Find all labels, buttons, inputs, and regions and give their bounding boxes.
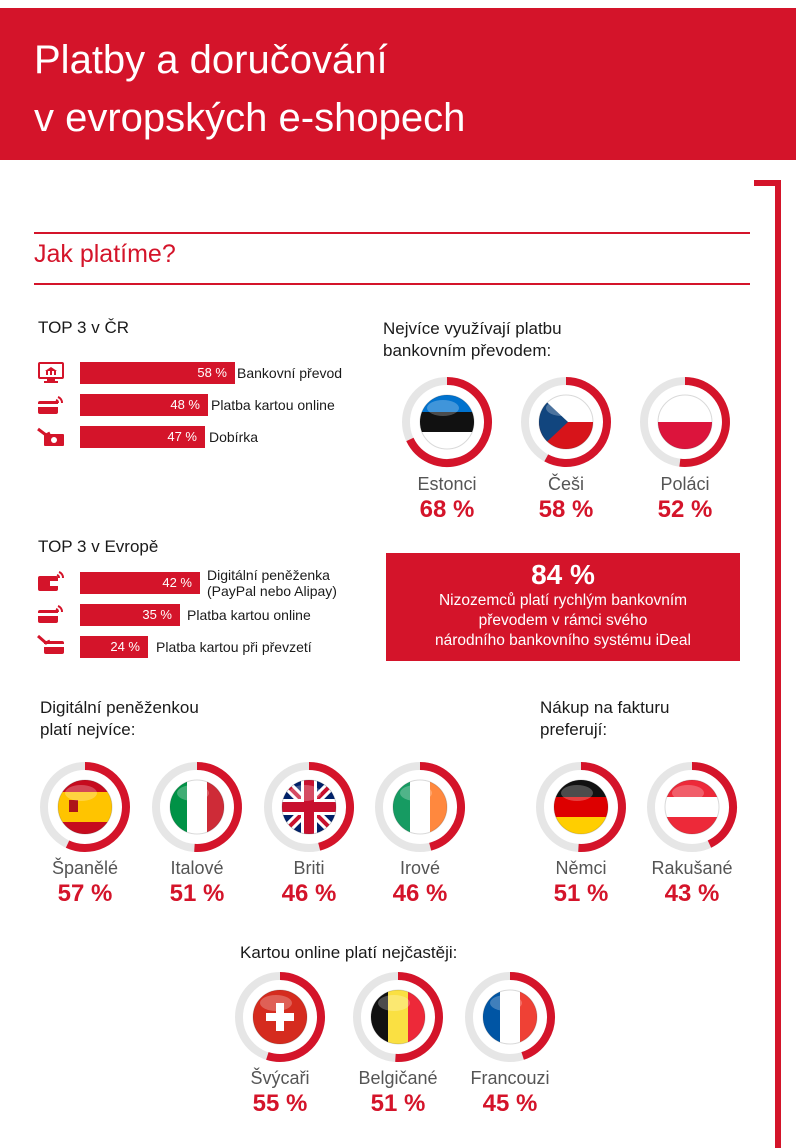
country-ring-switzerland xyxy=(234,971,326,1063)
netherlands-text-3: národního bankovního systému iDeal xyxy=(435,632,691,649)
bank-transfer-title-2: bankovním převodem: xyxy=(383,341,552,360)
country-ring-ireland xyxy=(374,761,466,853)
country-name: Němci xyxy=(555,858,607,878)
bar-eu-1: 35 % xyxy=(80,604,180,626)
flag-estonia-icon xyxy=(419,394,475,450)
wallet-title-2: platí nejvíce: xyxy=(40,720,136,739)
country-name: Švýcaři xyxy=(250,1068,310,1088)
country-value: 46 % xyxy=(281,880,337,907)
country-ring-belgium xyxy=(352,971,444,1063)
bar-label-cr-2: Dobírka xyxy=(209,429,259,445)
flag-germany-icon xyxy=(553,779,609,835)
bar-eu-0: 42 % xyxy=(80,572,200,594)
right-decor-line xyxy=(775,180,781,1148)
flag-spain-icon xyxy=(57,779,113,835)
bank-transfer-title-1: Nejvíce využívají platbu xyxy=(383,319,562,338)
card-hand-icon xyxy=(37,634,64,654)
card-online-title: Kartou online platí nejčastěji: xyxy=(240,943,458,962)
top3-cr-title: TOP 3 v ČR xyxy=(38,318,130,337)
header-banner: Platby a doručování v evropských e-shope… xyxy=(0,8,796,160)
country-value: 51 % xyxy=(169,880,225,907)
flag-poland-icon xyxy=(657,394,713,450)
country-name: Rakušané xyxy=(651,858,733,878)
country-name: Briti xyxy=(293,858,325,878)
netherlands-text-1: Nizozemců platí rychlým bankovním xyxy=(438,592,688,609)
flag-ireland-icon xyxy=(392,779,448,835)
country-value: 58 % xyxy=(538,496,594,523)
bar-label-eu-1: Platba kartou online xyxy=(187,607,311,623)
flag-czech-icon xyxy=(538,394,594,450)
flag-switzerland-icon xyxy=(252,989,308,1045)
cash-hand-icon xyxy=(37,427,64,446)
country-value: 51 % xyxy=(553,880,609,907)
country-value: 45 % xyxy=(482,1090,538,1117)
country-ring-france xyxy=(464,971,556,1063)
bar-eu-2: 24 % xyxy=(80,636,148,658)
country-name: Estonci xyxy=(417,474,477,494)
flag-uk-icon xyxy=(281,779,337,835)
section-rule-top xyxy=(34,232,750,234)
country-ring-italy xyxy=(151,761,243,853)
country-name: Španělé xyxy=(51,858,119,878)
card-wireless-icon xyxy=(38,605,63,623)
bar-label-cr-0: Bankovní převod xyxy=(237,365,343,381)
country-ring-uk xyxy=(263,761,355,853)
digital-wallet-icon xyxy=(38,571,64,591)
right-decor-tick xyxy=(754,180,780,186)
netherlands-highlight-box: 84 % Nizozemců platí rychlým bankovním p… xyxy=(386,553,740,661)
country-value: 55 % xyxy=(252,1090,308,1117)
page-title-line1: Platby a doručování xyxy=(34,38,388,82)
card-wireless-icon xyxy=(38,396,63,414)
invoice-title-1: Nákup na fakturu xyxy=(540,698,670,717)
country-name: Irové xyxy=(399,858,441,878)
country-ring-spain xyxy=(39,761,131,853)
flag-france-icon xyxy=(482,989,538,1045)
country-ring-germany xyxy=(535,761,627,853)
flag-italy-icon xyxy=(169,779,225,835)
bar-label-cr-1: Platba kartou online xyxy=(211,397,335,413)
country-value: 46 % xyxy=(392,880,448,907)
bar-label-eu-0b: (PayPal nebo Alipay) xyxy=(207,583,337,599)
section-rule-bottom xyxy=(34,283,750,285)
bar-label-eu-2: Platba kartou při převzetí xyxy=(156,639,312,655)
country-ring-poland xyxy=(639,376,731,468)
bar-cr-0: 58 % xyxy=(80,362,235,384)
bank-computer-icon xyxy=(38,362,64,383)
country-name: Francouzi xyxy=(470,1068,550,1088)
country-value: 51 % xyxy=(370,1090,426,1117)
country-value: 52 % xyxy=(657,496,713,523)
bar-cr-1: 48 % xyxy=(80,394,208,416)
wallet-title-1: Digitální peněženkou xyxy=(40,698,199,717)
bar-cr-2: 47 % xyxy=(80,426,205,448)
flag-belgium-icon xyxy=(370,989,426,1045)
country-name: Belgičané xyxy=(358,1068,438,1088)
netherlands-big-value: 84 % xyxy=(531,559,595,590)
country-ring-estonia xyxy=(401,376,493,468)
country-ring-czech xyxy=(520,376,612,468)
country-name: Češi xyxy=(547,474,584,494)
country-value: 68 % xyxy=(419,496,475,523)
section-title: Jak platíme? xyxy=(34,240,176,268)
country-name: Italové xyxy=(170,858,224,878)
bar-label-eu-0a: Digitální peněženka xyxy=(207,567,330,583)
netherlands-text-2: převodem v rámci svého xyxy=(478,612,648,629)
page-title-line2: v evropských e-shopech xyxy=(34,96,466,140)
top3-eu-title: TOP 3 v Evropě xyxy=(38,537,159,556)
country-value: 57 % xyxy=(57,880,113,907)
country-value: 43 % xyxy=(664,880,720,907)
flag-austria-icon xyxy=(664,779,720,835)
country-name: Poláci xyxy=(660,474,710,494)
country-ring-austria xyxy=(646,761,738,853)
invoice-title-2: preferují: xyxy=(540,720,608,739)
